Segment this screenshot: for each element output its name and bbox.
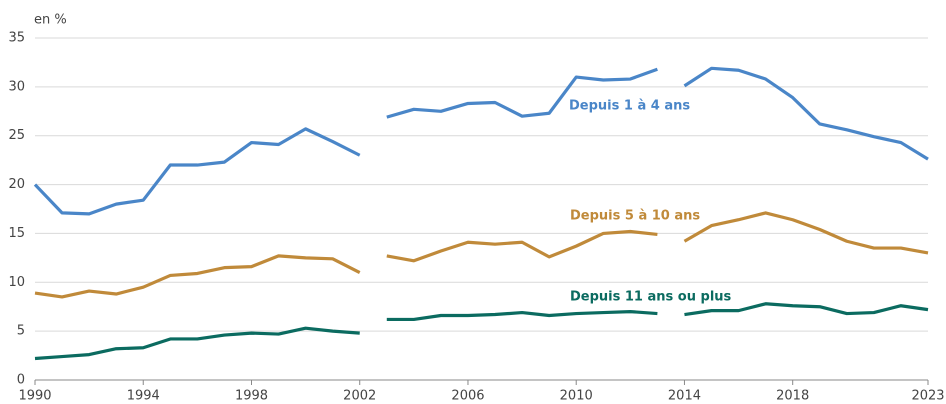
y-tick-label: 35 bbox=[8, 31, 25, 46]
series-line bbox=[33, 127, 361, 216]
x-tick-label: 2023 bbox=[911, 389, 944, 404]
x-tick-label: 2002 bbox=[343, 389, 376, 404]
x-tick-label: 1998 bbox=[235, 389, 268, 404]
series-line bbox=[386, 310, 658, 322]
series-line bbox=[683, 66, 929, 161]
x-tick-label: 1990 bbox=[18, 389, 51, 404]
y-tick-label: 30 bbox=[8, 79, 25, 94]
y-tick-label: 5 bbox=[17, 324, 25, 339]
y-axis-label: en % bbox=[34, 13, 67, 28]
y-tick-label: 10 bbox=[8, 275, 25, 290]
y-tick-label: 15 bbox=[8, 226, 25, 241]
x-tick-label: 2014 bbox=[668, 389, 701, 404]
x-tick-label: 2018 bbox=[776, 389, 809, 404]
series-label: Depuis 11 ans ou plus bbox=[570, 290, 732, 305]
series-line bbox=[34, 254, 361, 299]
x-tick-label: 1994 bbox=[127, 389, 160, 404]
series-line bbox=[683, 211, 929, 255]
y-tick-label: 20 bbox=[8, 177, 25, 192]
y-tick-label: 0 bbox=[17, 373, 25, 388]
series-line bbox=[684, 302, 929, 317]
x-tick-label: 2010 bbox=[560, 389, 593, 404]
series-line bbox=[386, 67, 658, 119]
series-line bbox=[34, 326, 360, 361]
y-tick-label: 25 bbox=[8, 128, 25, 143]
x-tick-label: 2006 bbox=[451, 389, 484, 404]
series-label: Depuis 5 à 10 ans bbox=[570, 209, 700, 224]
series-label: Depuis 1 à 4 ans bbox=[569, 99, 690, 114]
series-line bbox=[386, 229, 658, 263]
